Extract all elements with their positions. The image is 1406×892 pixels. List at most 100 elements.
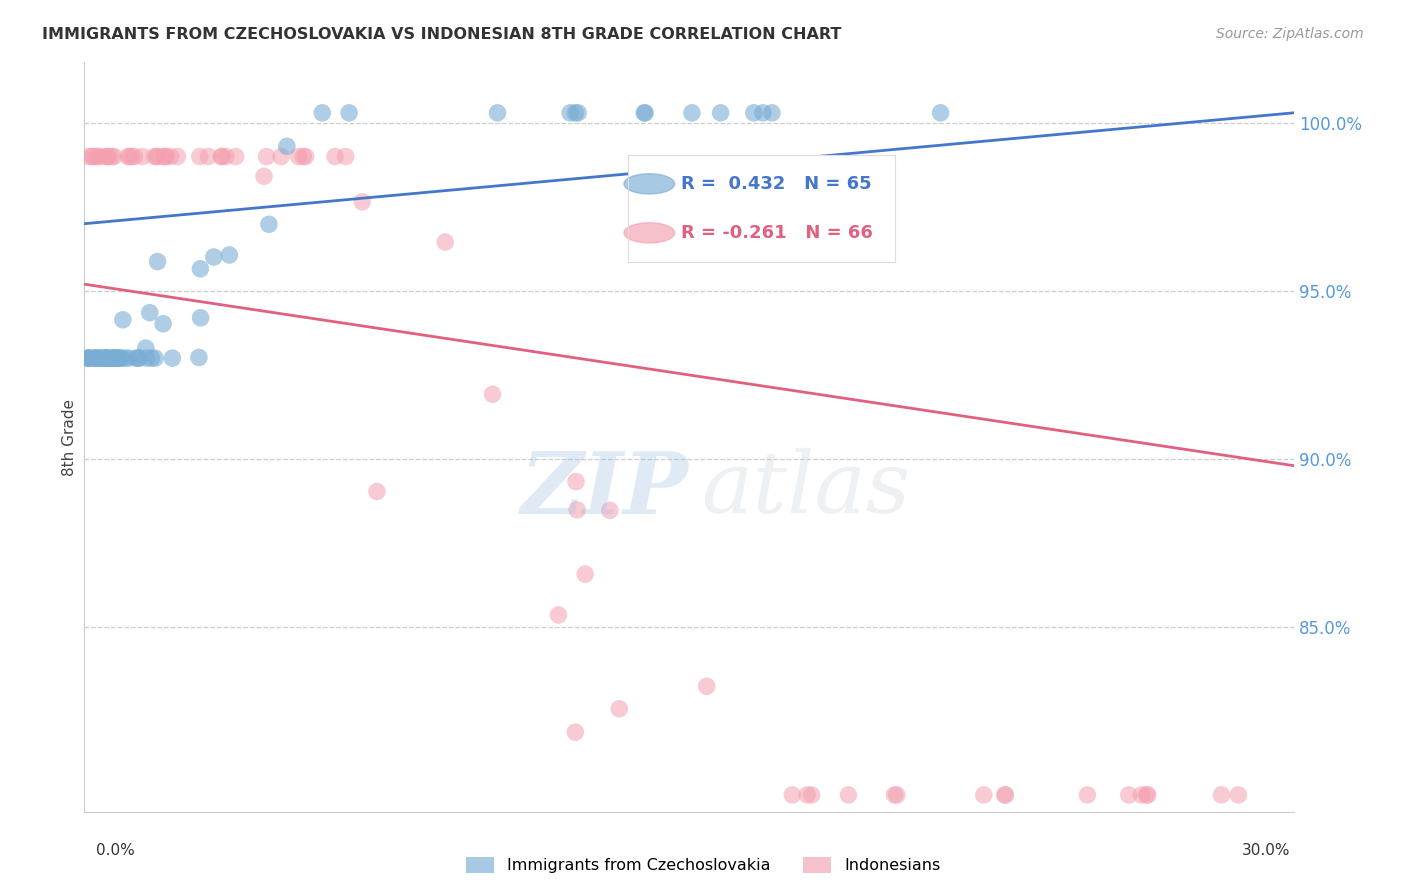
- Point: [837, 788, 859, 802]
- Point: [103, 149, 125, 163]
- Point: [96, 351, 118, 365]
- Point: [547, 607, 569, 622]
- Point: [994, 788, 1017, 802]
- Point: [152, 317, 174, 331]
- Point: [107, 351, 129, 365]
- Point: [96, 149, 118, 163]
- Point: [146, 149, 169, 163]
- Text: R =  0.432   N = 65: R = 0.432 N = 65: [682, 175, 872, 193]
- Point: [366, 484, 388, 499]
- Point: [125, 351, 148, 365]
- Point: [162, 351, 184, 365]
- Point: [352, 194, 374, 209]
- Point: [434, 235, 457, 249]
- Point: [86, 351, 108, 365]
- Y-axis label: 8th Grade: 8th Grade: [62, 399, 77, 475]
- Point: [117, 149, 139, 163]
- Point: [90, 351, 112, 365]
- Point: [190, 310, 212, 325]
- Point: [218, 248, 240, 262]
- Point: [883, 788, 905, 802]
- Point: [211, 149, 233, 163]
- Text: R = -0.261   N = 66: R = -0.261 N = 66: [682, 224, 873, 242]
- Point: [761, 106, 783, 120]
- Point: [135, 341, 157, 355]
- Point: [101, 351, 124, 365]
- Point: [311, 106, 333, 120]
- Point: [121, 149, 143, 163]
- Point: [107, 351, 129, 365]
- Point: [800, 788, 823, 802]
- Point: [77, 149, 100, 163]
- Point: [681, 106, 703, 120]
- Text: IMMIGRANTS FROM CZECHOSLOVAKIA VS INDONESIAN 8TH GRADE CORRELATION CHART: IMMIGRANTS FROM CZECHOSLOVAKIA VS INDONE…: [42, 27, 842, 42]
- Point: [567, 106, 589, 120]
- Point: [565, 475, 588, 489]
- Point: [599, 503, 621, 517]
- Point: [159, 149, 181, 163]
- Point: [90, 149, 112, 163]
- Point: [215, 149, 238, 163]
- Point: [108, 351, 131, 365]
- Point: [104, 351, 127, 365]
- Point: [1118, 788, 1140, 802]
- Point: [796, 788, 818, 802]
- Point: [633, 106, 655, 120]
- Point: [1076, 788, 1098, 802]
- Point: [994, 788, 1017, 802]
- Point: [82, 149, 104, 163]
- Point: [973, 788, 995, 802]
- Point: [335, 149, 357, 163]
- Point: [257, 217, 280, 231]
- Point: [696, 679, 718, 693]
- Point: [128, 351, 150, 365]
- Point: [292, 149, 315, 163]
- Point: [86, 149, 108, 163]
- Text: ZIP: ZIP: [522, 448, 689, 532]
- Circle shape: [624, 223, 675, 243]
- Point: [83, 351, 105, 365]
- Point: [481, 387, 503, 401]
- Legend: Immigrants from Czechoslovakia, Indonesians: Immigrants from Czechoslovakia, Indonesi…: [460, 850, 946, 880]
- Point: [86, 149, 108, 163]
- Point: [103, 351, 125, 365]
- Point: [80, 351, 103, 365]
- Point: [1136, 788, 1159, 802]
- Point: [294, 149, 316, 163]
- Point: [564, 106, 586, 120]
- Point: [96, 351, 118, 365]
- Point: [323, 149, 346, 163]
- Point: [143, 351, 166, 365]
- Point: [89, 351, 111, 365]
- Point: [91, 351, 114, 365]
- Point: [564, 725, 586, 739]
- Point: [84, 351, 107, 365]
- Point: [131, 149, 153, 163]
- Point: [118, 351, 141, 365]
- Point: [202, 250, 225, 264]
- Point: [742, 106, 765, 120]
- Point: [886, 788, 908, 802]
- Point: [118, 149, 141, 163]
- Point: [127, 351, 149, 365]
- Point: [94, 351, 117, 365]
- Point: [486, 106, 509, 120]
- Point: [143, 149, 166, 163]
- Point: [153, 149, 176, 163]
- Point: [197, 149, 219, 163]
- Point: [155, 149, 177, 163]
- Point: [574, 567, 596, 582]
- Point: [153, 149, 176, 163]
- Point: [77, 351, 100, 365]
- Point: [1211, 788, 1233, 802]
- Point: [929, 106, 952, 120]
- Point: [209, 149, 232, 163]
- Point: [103, 351, 125, 365]
- Point: [188, 149, 211, 163]
- Point: [105, 351, 128, 365]
- Point: [270, 149, 292, 163]
- Point: [104, 351, 127, 365]
- Circle shape: [624, 174, 675, 194]
- Point: [77, 351, 100, 365]
- Point: [782, 788, 804, 802]
